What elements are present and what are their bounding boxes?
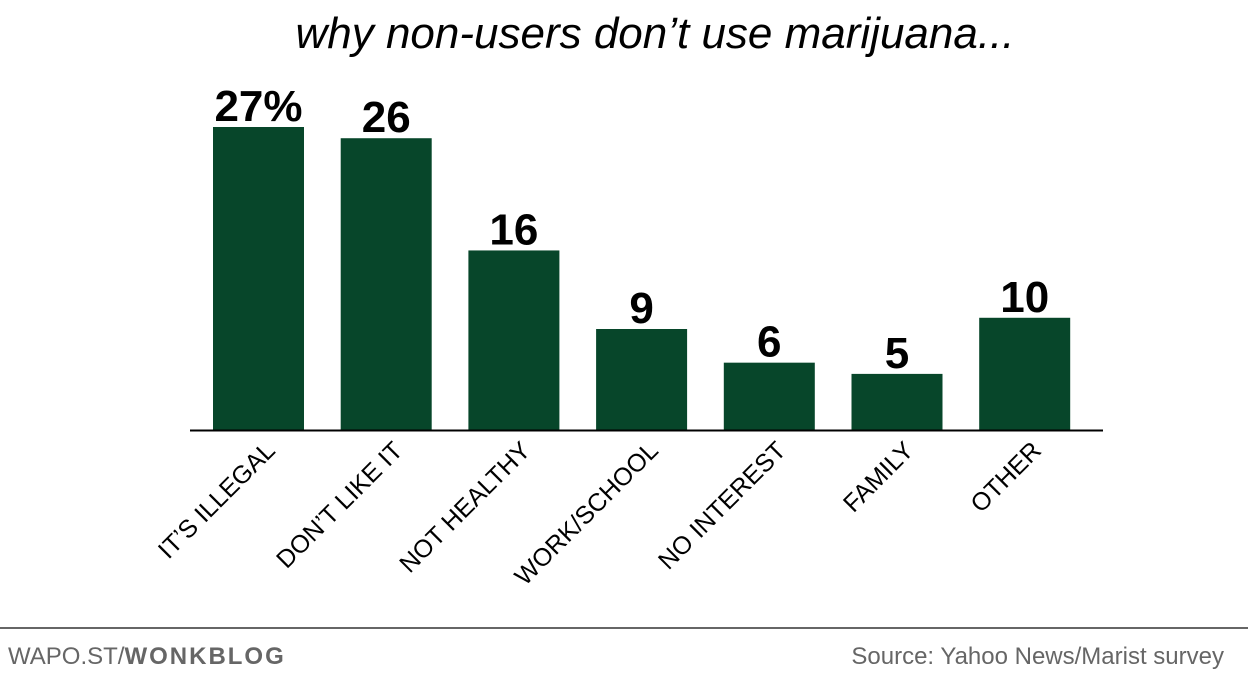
category-label: IT’S ILLEGAL bbox=[153, 436, 281, 564]
bar bbox=[723, 362, 815, 430]
data-label: 9 bbox=[629, 284, 653, 333]
category-label: OTHER bbox=[965, 436, 1047, 518]
category-label: DON’T LIKE IT bbox=[271, 436, 408, 573]
credit-brand: WONKBLOG bbox=[124, 643, 285, 670]
data-label: 5 bbox=[885, 329, 909, 378]
category-label: NOT HEALTHY bbox=[394, 436, 536, 578]
category-label: FAMILY bbox=[838, 436, 920, 518]
bar bbox=[340, 138, 432, 430]
category-label: NO INTEREST bbox=[653, 436, 792, 575]
source-note: Source: Yahoo News/Marist survey bbox=[851, 643, 1224, 670]
chart-title: why non-users don’t use marijuana... bbox=[295, 9, 1014, 58]
data-label: 27% bbox=[214, 82, 302, 131]
bar bbox=[213, 127, 304, 430]
bar bbox=[468, 250, 560, 430]
footer-credit: WAPO.ST/WONKBLOG bbox=[8, 643, 286, 670]
bar bbox=[979, 317, 1071, 430]
data-label: 6 bbox=[757, 318, 781, 367]
credit-prefix: WAPO.ST/ bbox=[8, 643, 125, 670]
data-label: 26 bbox=[362, 93, 411, 142]
bar bbox=[851, 373, 943, 430]
bar bbox=[596, 329, 688, 430]
data-label: 10 bbox=[1000, 273, 1049, 322]
data-label: 16 bbox=[489, 205, 538, 254]
